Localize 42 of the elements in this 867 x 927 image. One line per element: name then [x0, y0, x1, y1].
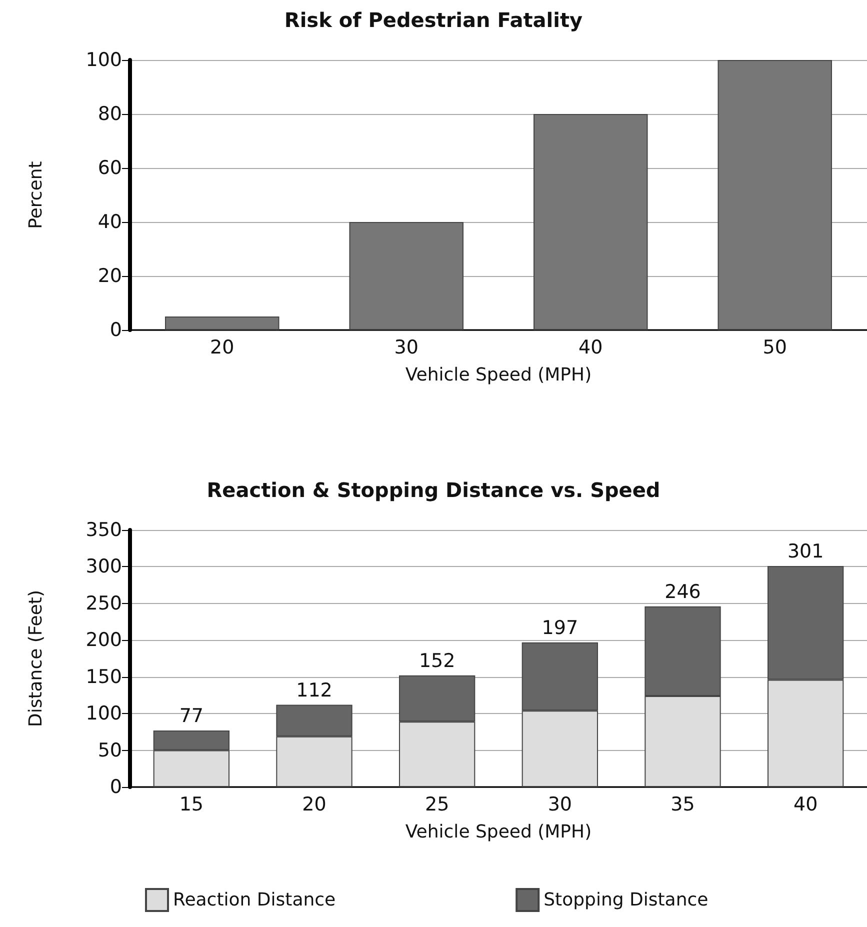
y-tick-label: 250 — [86, 592, 122, 614]
y-axis-title: Distance (Feet) — [26, 590, 46, 728]
x-tick-label: 20 — [302, 794, 326, 816]
y-axis-title: Percent — [26, 161, 46, 229]
bar — [718, 60, 832, 330]
y-tick-label: 300 — [86, 556, 122, 578]
x-tick-label: 35 — [670, 794, 695, 816]
x-tick-label: 50 — [762, 336, 787, 358]
y-tick-label: 100 — [86, 49, 122, 71]
x-tick-label: 20 — [210, 336, 234, 358]
x-tick-label: 30 — [548, 794, 572, 816]
total-label: 197 — [542, 616, 578, 639]
y-tick-label: 80 — [98, 103, 122, 125]
y-tick-label: 200 — [86, 629, 122, 652]
y-tick-label: 350 — [86, 519, 122, 541]
x-tick-label: 15 — [179, 794, 204, 816]
y-tick-label: 50 — [98, 739, 122, 762]
bar — [165, 316, 280, 330]
bar — [534, 114, 648, 330]
total-label: 301 — [787, 540, 824, 562]
total-label: 112 — [296, 679, 332, 702]
y-tick-label: 60 — [98, 157, 122, 179]
legend-label: Reaction Distance — [173, 890, 336, 910]
legend-label: Stopping Distance — [544, 890, 708, 910]
total-label: 77 — [179, 704, 204, 727]
total-label: 152 — [418, 650, 456, 672]
chart-title: Reaction & Stopping Distance vs. Speed — [206, 478, 660, 502]
x-axis-title: Vehicle Speed (MPH) — [405, 364, 592, 386]
y-tick-label: 150 — [86, 666, 122, 688]
x-tick-label: 40 — [578, 336, 603, 358]
x-tick-label: 40 — [793, 794, 818, 816]
y-tick-label: 100 — [86, 702, 122, 725]
y-tick-label: 40 — [98, 211, 122, 233]
x-tick-label: 25 — [424, 794, 450, 816]
chart-title: Risk of Pedestrian Fatality — [284, 8, 583, 32]
y-tick-label: 0 — [110, 776, 122, 798]
x-tick-label: 30 — [394, 336, 418, 358]
x-axis-title: Vehicle Speed (MPH) — [405, 822, 592, 842]
y-tick-label: 20 — [98, 265, 122, 287]
y-tick-label: 0 — [110, 319, 122, 341]
total-label: 246 — [664, 580, 701, 603]
bar — [349, 222, 464, 330]
